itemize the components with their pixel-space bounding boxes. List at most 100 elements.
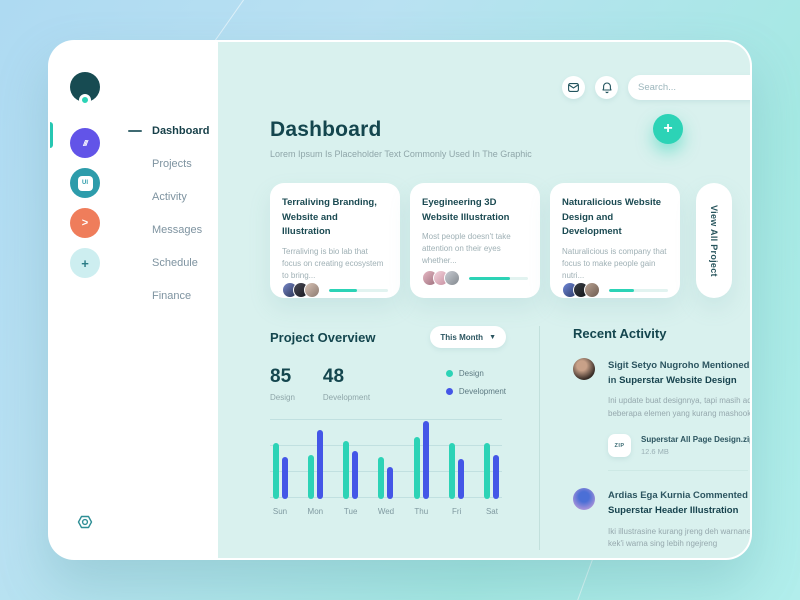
chart-bar-design: [449, 443, 456, 499]
workspace-rail: /// UI > +: [50, 42, 120, 558]
bar-group: [341, 441, 361, 499]
active-workspace-indicator: [50, 122, 53, 148]
project-card-description: Terraliving is bio lab that focus on cre…: [282, 247, 384, 281]
sidebar-item-finance[interactable]: Finance: [120, 279, 218, 312]
sidebar-nav: Dashboard Projects Activity Messages Sch…: [120, 42, 218, 558]
development-legend-dot: [445, 388, 453, 395]
chart-labels: Sun Mon Tue Wed Thu Fri Sat: [270, 507, 502, 516]
attachment-name: Superstar All Page Design.zip: [641, 435, 752, 445]
nav-label: Messages: [152, 223, 203, 236]
main-content: Dashboard Lorem Ipsum Is Placeholder Tex…: [218, 42, 752, 558]
member-avatars: [282, 282, 320, 299]
project-card[interactable]: Naturalicious Website Design and Develop…: [550, 183, 680, 299]
view-all-project-label: View All Project: [709, 204, 719, 277]
mail-icon: [568, 83, 579, 92]
sidebar-item-activity[interactable]: Activity: [120, 180, 218, 213]
recent-activity-section: Recent Activity View all Sigit Setyo Nug…: [539, 326, 752, 551]
activity-item: Ardias Ega Kurnia Commented on Superstar…: [573, 488, 752, 550]
chart-bar-design: [307, 455, 314, 499]
activity-title-text: Ardias Ega Kurnia Commented on Superstar…: [608, 490, 752, 517]
logo-dot-shape: [79, 94, 91, 106]
nav-label: Activity: [152, 190, 187, 203]
legend-item-development: Development: [445, 387, 506, 396]
chart-bar-design: [343, 441, 350, 499]
add-project-button[interactable]: +: [653, 114, 683, 144]
ui-badge: UI: [77, 175, 93, 191]
nav-label: Dashboard: [152, 124, 210, 137]
progress-bar: [329, 288, 388, 292]
month-filter-dropdown[interactable]: This Month ▼: [430, 326, 506, 348]
chart-category-label: Thu: [414, 507, 429, 516]
attachment-row[interactable]: ZIP Superstar All Page Design.zip 12.6 M…: [608, 434, 752, 458]
chart-bar-design: [484, 443, 491, 499]
attachment-size: 12.6 MB: [641, 447, 669, 457]
search-bar: [628, 75, 750, 100]
chart-bar-design: [413, 437, 420, 499]
bar-chart: Sun Mon Tue Wed Thu Fri Sat: [270, 419, 502, 516]
design-label: Design: [270, 393, 295, 402]
chart-bar-development: [422, 421, 429, 499]
project-overview-section: Project Overview This Month ▼ 85 Design …: [270, 326, 506, 550]
avatar: [573, 358, 595, 380]
activity-item: Sigit Setyo Nugroho Mentioned you in Sup…: [573, 358, 750, 420]
avatar: [444, 270, 460, 286]
search-input[interactable]: [638, 82, 750, 93]
sidebar-item-dashboard[interactable]: Dashboard: [120, 114, 218, 147]
page-subtitle: Lorem Ipsum Is Placeholder Text Commonly…: [270, 149, 532, 159]
activity-body-text: Iki illustrasine kurang jreng deh warnan…: [608, 526, 752, 548]
arrow-workspace-icon[interactable]: >: [70, 208, 100, 238]
notifications-button[interactable]: [595, 76, 618, 99]
design-stat: 85 Design: [270, 366, 295, 405]
activity-title-text: Sigit Setyo Nugroho Mentioned you in Sup…: [608, 360, 750, 387]
divider: [608, 470, 748, 472]
chart-bar-design: [378, 457, 385, 499]
avatar: [584, 282, 600, 299]
project-card[interactable]: Terraliving Branding, Website and Illust…: [270, 183, 400, 299]
sidebar-item-schedule[interactable]: Schedule: [120, 246, 218, 279]
filter-label: This Month: [440, 332, 484, 342]
mail-button[interactable]: [562, 76, 585, 99]
design-count: 85: [270, 366, 292, 387]
chart-legend: Design Development: [445, 366, 506, 405]
topbar: [270, 75, 750, 100]
bar-group: [270, 443, 290, 499]
development-stat: 48 Development: [323, 366, 370, 405]
legend-item-design: Design: [445, 369, 506, 378]
project-card-description: Naturalicious is company that focus to m…: [562, 247, 667, 281]
project-overview-title: Project Overview: [270, 329, 376, 345]
chart-bar-design: [272, 443, 279, 499]
ui-workspace-icon[interactable]: UI: [70, 168, 100, 198]
chart-category-label: Sat: [485, 507, 498, 516]
project-card-description: Most people doesn't take attention on th…: [422, 232, 511, 266]
settings-gear-icon[interactable]: [76, 513, 94, 536]
chart-category-label: Tue: [343, 507, 358, 516]
bar-group: [376, 457, 396, 499]
wave-workspace-icon[interactable]: ///: [70, 128, 100, 158]
add-workspace-button[interactable]: +: [70, 248, 100, 278]
view-all-project-button[interactable]: View All Project: [696, 183, 732, 298]
chart-bar-development: [387, 467, 394, 499]
nav-label: Finance: [152, 289, 192, 302]
user-avatar-logo[interactable]: [68, 72, 102, 114]
project-cards: Terraliving Branding, Website and Illust…: [270, 183, 750, 299]
development-count: 48: [322, 366, 345, 387]
bar-group: [447, 443, 467, 499]
development-label: Development: [322, 393, 371, 402]
progress-bar: [469, 276, 528, 280]
avatar: [573, 488, 595, 511]
project-card[interactable]: Eyegineering 3D Website Illustration Mos…: [410, 183, 540, 298]
sidebar-item-projects[interactable]: Projects: [120, 147, 218, 180]
chart-bar-development: [316, 430, 323, 499]
chart-category-label: Sun: [272, 507, 288, 516]
chart-bar-development: [458, 459, 465, 499]
zip-file-icon: ZIP: [608, 434, 631, 458]
project-card-title: Eyegineering 3D Website Illustration: [422, 197, 510, 223]
chevron-down-icon: ▼: [489, 333, 496, 341]
member-avatars: [422, 270, 460, 286]
member-avatars: [562, 282, 600, 299]
page-title: Dashboard: [270, 118, 382, 141]
sidebar-item-messages[interactable]: Messages: [120, 213, 218, 246]
progress-bar: [609, 288, 668, 292]
design-legend-dot: [445, 370, 453, 377]
avatar: [304, 282, 320, 299]
